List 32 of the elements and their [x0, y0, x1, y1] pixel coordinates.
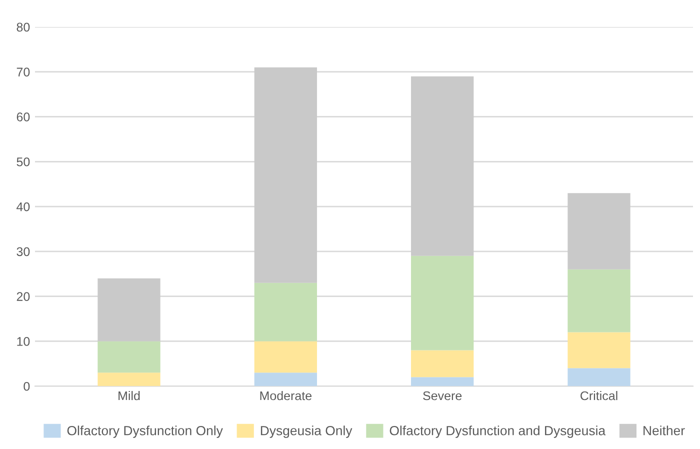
y-tick-label: 70: [16, 68, 30, 76]
bar: [254, 282, 317, 342]
legend-label: Neither: [644, 426, 685, 436]
bar: [98, 341, 160, 373]
y-tick-label: 20: [16, 292, 30, 301]
legend-label: Olfactory Dysfunction and Dysgeusia: [390, 426, 606, 438]
bar: [254, 372, 317, 386]
bar: [254, 341, 317, 373]
bar: [254, 67, 317, 283]
bar: [568, 269, 630, 332]
bar: [98, 372, 160, 386]
y-tick-label: 10: [17, 337, 30, 346]
bar: [568, 368, 630, 386]
y-tick-label: 0: [24, 382, 30, 391]
legend-label: Dysgeusia Only: [260, 426, 352, 438]
y-tick-label: 40: [16, 202, 30, 212]
x-tick-label: Moderate: [260, 391, 312, 400]
x-tick-label: Mild: [118, 391, 140, 400]
bar: [411, 76, 474, 256]
bar: [411, 350, 474, 378]
y-tick-label: 50: [16, 157, 30, 166]
bar: [411, 256, 474, 350]
legend-label: Olfactory Dysfunction Only: [67, 426, 223, 438]
bar: [568, 332, 630, 368]
bar: [98, 278, 160, 342]
bar: [411, 377, 474, 386]
x-tick-label: Severe: [423, 391, 462, 400]
y-tick-label: 60: [16, 112, 30, 122]
y-tick-label: 80: [16, 22, 30, 32]
bar: [568, 193, 630, 270]
x-tick-label: Critical: [580, 391, 618, 400]
y-tick-label: 30: [16, 247, 30, 256]
